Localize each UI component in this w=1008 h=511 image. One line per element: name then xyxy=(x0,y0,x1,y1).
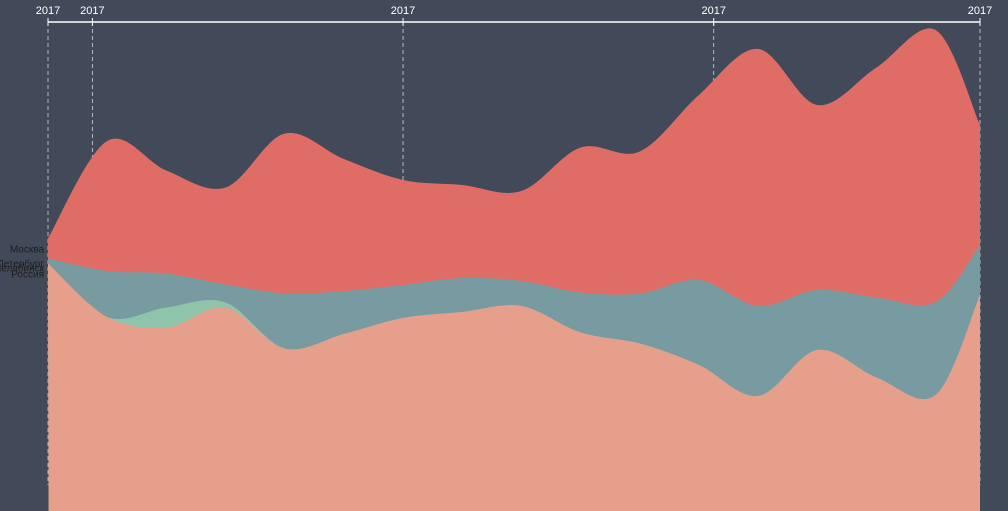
series-label: Петербург xyxy=(0,258,44,270)
x-tick-label: 02-13 xyxy=(78,0,106,2)
x-tick-label: 02-10 xyxy=(34,0,62,2)
stream-layer xyxy=(48,263,980,511)
series-label: Россия xyxy=(11,270,44,281)
series-label: Москва xyxy=(10,245,45,256)
x-tick-label: 03-06 xyxy=(389,0,417,2)
x-tick-label: 03-27 xyxy=(700,0,728,2)
x-tick-label: 2017 xyxy=(36,5,60,17)
x-tick-label: 2017 xyxy=(968,5,992,17)
series-label: Челябинск xyxy=(0,263,45,275)
x-tick-label: 2017 xyxy=(391,5,415,17)
x-tick-label: 04-14 xyxy=(966,0,994,2)
x-tick-label: 2017 xyxy=(80,5,104,17)
x-tick-label: 2017 xyxy=(701,5,725,17)
